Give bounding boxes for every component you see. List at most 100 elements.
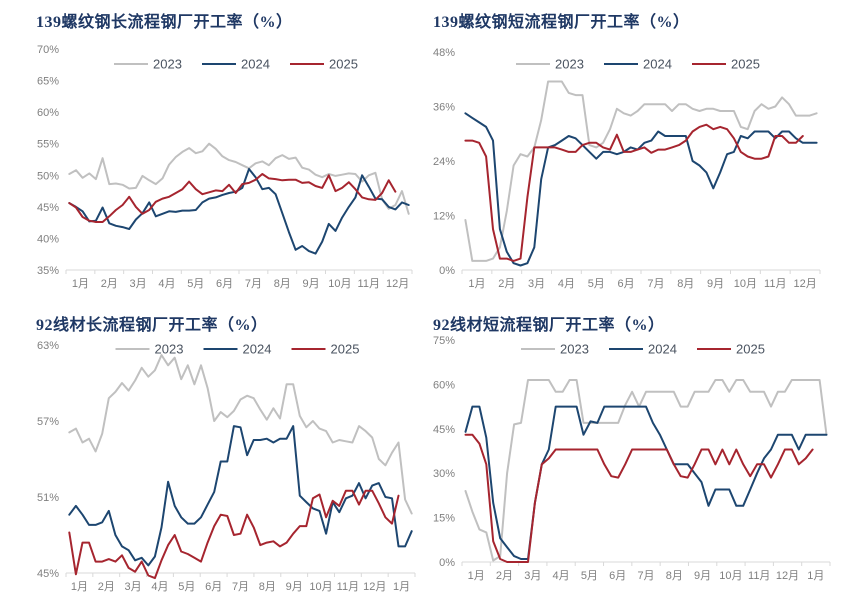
legend-label-2025: 2025 (329, 57, 358, 72)
series-line-2024 (68, 168, 410, 255)
x-axis-label: 5月 (178, 581, 195, 593)
legend-item-2025: 2025 (291, 342, 360, 357)
legend-label-2025: 2025 (731, 57, 760, 72)
x-axis-label: 3月 (130, 278, 147, 290)
line-chart-rebar-short-process: 1月 2月 3月 4月 5月 6月 7月 8月 9月 10月 11月 12月 0% 12% 24% 36% 48… (433, 47, 821, 290)
series-line-2025 (68, 489, 400, 580)
legend-label-2023: 2023 (155, 342, 184, 357)
y-axis-label: 60% (433, 379, 455, 391)
x-axis-label: 4月 (558, 278, 575, 290)
line-chart-rebar-long-process: 1月 2月 3月 4月 5月 6月 7月 8月 9月 10月 11月 12月 35% 40% 45% 50% 5… (37, 44, 413, 290)
legend-item-2023: 2023 (115, 342, 184, 357)
y-axis-label: 60% (37, 107, 59, 119)
x-axis-label: 2月 (98, 581, 115, 593)
legend-label-2023: 2023 (555, 57, 584, 72)
chart-title-wirerod-short-process: 92线材短流程钢厂开工率（%） (433, 317, 665, 334)
legend-label-2025: 2025 (331, 342, 360, 357)
legend-item-2025: 2025 (697, 342, 765, 357)
x-axis-label: 10月 (328, 278, 351, 290)
y-axis-label: 50% (37, 170, 59, 182)
legend-item-2024: 2024 (609, 342, 677, 357)
x-axis-label: 6月 (205, 581, 222, 593)
x-axis-label: 1月 (393, 581, 410, 593)
x-axis-label: 12月 (776, 570, 799, 582)
x-axis-label: 1月 (807, 570, 824, 582)
x-axis-label: 8月 (259, 581, 276, 593)
y-axis-label: 45% (433, 424, 455, 436)
x-axis-label: 11月 (358, 278, 380, 290)
x-axis-label: 3月 (524, 570, 541, 582)
legend-item-2024: 2024 (604, 57, 672, 72)
x-axis-label: 9月 (694, 570, 711, 582)
x-axis-label: 6月 (609, 570, 626, 582)
y-axis-label: 45% (37, 568, 59, 580)
x-axis-label: 9月 (286, 581, 303, 593)
x-axis-label: 11月 (748, 570, 770, 582)
legend-label-2025: 2025 (736, 342, 765, 357)
x-axis-label: 3月 (125, 581, 142, 593)
x-axis-label: 4月 (151, 581, 168, 593)
legend-item-2025: 2025 (692, 57, 760, 72)
y-axis-label: 70% (37, 44, 59, 56)
legend-label-2024: 2024 (241, 57, 270, 72)
legend-item-2023: 2023 (516, 57, 584, 72)
series-line-2024 (68, 425, 413, 567)
y-axis-label: 57% (37, 416, 59, 428)
series-line-2025 (68, 173, 397, 223)
series-line-2024 (464, 112, 818, 267)
y-axis-label: 55% (37, 139, 59, 151)
x-axis-label: 1月 (72, 278, 89, 290)
x-axis-label: 7月 (245, 278, 262, 290)
x-axis-label: 11月 (337, 581, 359, 593)
x-axis-label: 12月 (386, 278, 409, 290)
y-axis-label: 24% (433, 156, 455, 168)
x-axis-label: 10月 (734, 278, 757, 290)
y-axis-label: 12% (433, 211, 455, 223)
chart-title-rebar-short-process: 139螺纹钢短流程钢厂开工率（%） (433, 14, 690, 31)
chart-title-wirerod-long-process: 92线材长流程钢厂开工率（%） (36, 317, 268, 334)
legend-label-2023: 2023 (560, 342, 589, 357)
y-axis-label: 15% (433, 513, 455, 525)
x-axis-label: 2月 (496, 570, 513, 582)
x-axis-label: 5月 (187, 278, 204, 290)
legend-label-2023: 2023 (153, 57, 182, 72)
y-axis-label: 51% (37, 492, 59, 504)
x-axis-label: 9月 (303, 278, 320, 290)
legend-item-2023: 2023 (114, 57, 182, 72)
x-axis-label: 12月 (793, 278, 816, 290)
chart-rebar-short-process-cell: 139螺纹钢短流程钢厂开工率（%） 1月 2月 3月 4月 5月 6月 7月 8月 9月 10月 1… (428, 0, 856, 303)
x-axis-label: 2月 (498, 278, 515, 290)
x-axis-label: 4月 (553, 570, 570, 582)
y-axis-label: 63% (37, 340, 59, 352)
x-axis-label: 2月 (101, 278, 118, 290)
series-line-2023 (68, 142, 410, 215)
x-axis-label: 8月 (677, 278, 694, 290)
y-axis-label: 0% (439, 557, 455, 569)
x-axis-label: 9月 (707, 278, 724, 290)
chart-rebar-long-process-cell: 139螺纹钢长流程钢厂开工率（%） 1月 2月 3月 4月 5月 6月 7月 8月 9月 10月 1… (0, 0, 428, 303)
x-axis-label: 1月 (468, 278, 485, 290)
x-axis-label: 11月 (764, 278, 786, 290)
legend-label-2024: 2024 (648, 342, 677, 357)
x-axis-label: 8月 (274, 278, 291, 290)
chart-wirerod-long-process-cell: 92线材长流程钢厂开工率（%） 1月 2月 3月 4月 5月 6月 7月 8月 9月 10月 11月… (0, 303, 428, 606)
line-chart-wirerod-short-process: 1月 2月 3月 4月 5月 6月 7月 8月 9月 10月 11月 12月 1月 0% 15% 30% 45%… (433, 335, 831, 582)
y-axis-label: 30% (433, 468, 455, 480)
x-axis-label: 1月 (71, 581, 88, 593)
x-axis-label: 12月 (363, 581, 386, 593)
y-axis-label: 35% (37, 265, 59, 277)
chart-title-rebar-long-process: 139螺纹钢长流程钢厂开工率（%） (36, 14, 293, 31)
y-axis-label: 75% (433, 335, 455, 347)
x-axis-label: 10月 (309, 581, 332, 593)
series-line-2025 (464, 123, 804, 262)
chart-wirerod-short-process-cell: 92线材短流程钢厂开工率（%） 1月 2月 3月 4月 5月 6月 7月 8月 9月 10月 11月… (428, 303, 856, 606)
legend-item-2024: 2024 (202, 57, 270, 72)
x-axis-label: 3月 (528, 278, 545, 290)
y-axis-label: 65% (37, 76, 59, 88)
series-line-2023 (464, 80, 818, 262)
series-line-2025 (464, 433, 814, 563)
series-line-2023 (68, 354, 413, 515)
series-line-2024 (464, 405, 828, 560)
y-axis-label: 45% (37, 202, 59, 214)
